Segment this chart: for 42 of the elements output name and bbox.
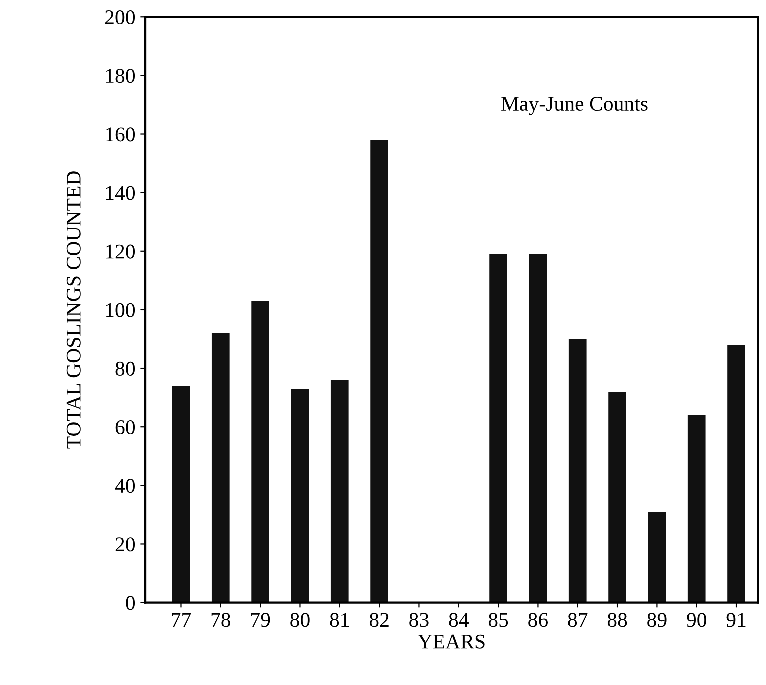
bar — [688, 415, 706, 603]
y-tick-label: 60 — [116, 420, 136, 435]
y-tick-label: 20 — [116, 538, 136, 552]
x-tick-label: 90 — [687, 613, 706, 628]
x-tick-label: 86 — [528, 613, 548, 628]
bar — [529, 254, 548, 603]
x-tick-label: 87 — [568, 613, 588, 628]
x-tick-label: 81 — [330, 613, 350, 628]
y-tick-label: 160 — [106, 128, 136, 142]
x-tick-label: 79 — [252, 613, 270, 628]
bar — [291, 389, 310, 603]
x-tick-label: 85 — [488, 613, 508, 628]
x-tick-label: 89 — [648, 613, 667, 628]
x-tick-label: 77 — [172, 613, 192, 627]
x-tick-label: 84 — [449, 613, 469, 628]
y-tick-label: 180 — [106, 69, 136, 84]
y-tick-label: 140 — [106, 186, 136, 200]
bar — [252, 301, 270, 603]
y-tick-label: 200 — [105, 10, 136, 25]
bar — [212, 333, 230, 603]
y-axis-title: TOTAL GOSLINGS COUNTED — [66, 172, 81, 449]
x-tick-label: 80 — [290, 613, 310, 628]
bar — [648, 512, 666, 603]
bar — [490, 254, 508, 603]
x-tick-label: 78 — [212, 613, 231, 628]
bar — [568, 339, 587, 603]
x-tick-label: 82 — [370, 613, 389, 628]
x-axis-title: YEARS — [418, 634, 485, 649]
y-tick-label: 80 — [116, 362, 136, 376]
bar — [330, 380, 349, 603]
bar — [172, 386, 190, 603]
x-tick-label: 88 — [608, 613, 628, 628]
y-tick-label: 120 — [106, 244, 136, 259]
y-tick-label: 100 — [106, 303, 136, 318]
bar — [608, 392, 626, 603]
x-tick-label: 83 — [410, 613, 429, 628]
y-tick-label: 40 — [115, 479, 136, 494]
annotation: May-June Counts — [502, 97, 648, 116]
y-tick-label: 0 — [126, 596, 136, 610]
x-tick-label: 91 — [726, 613, 746, 628]
bar — [370, 140, 388, 603]
bar — [728, 345, 746, 603]
